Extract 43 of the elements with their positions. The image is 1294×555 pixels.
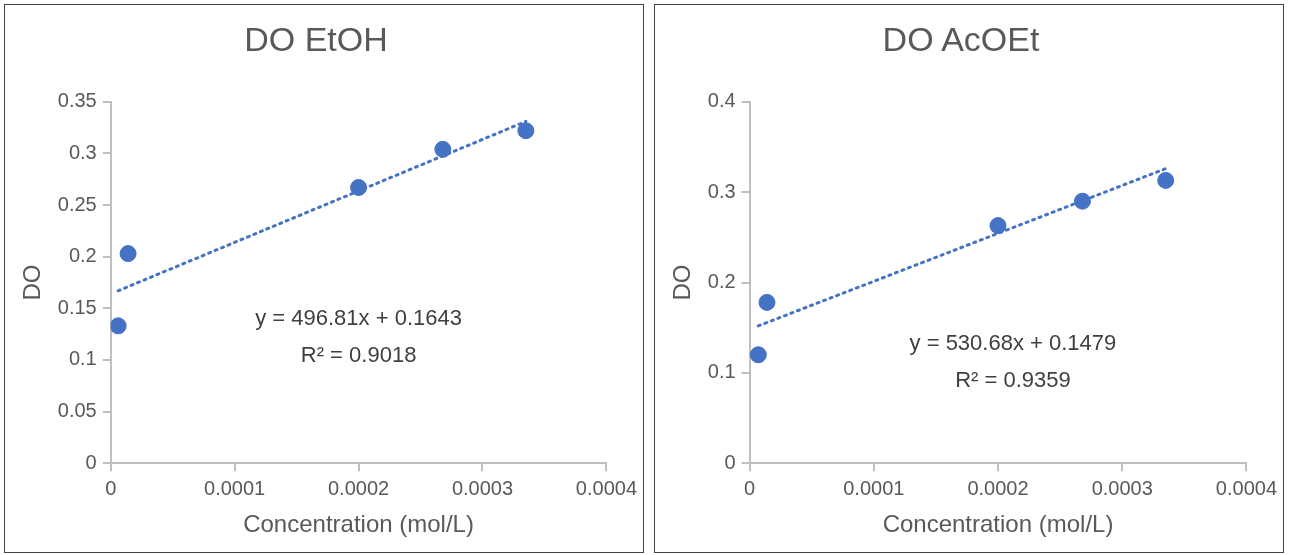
x-tick-label: 0.0001 xyxy=(204,476,266,499)
x-tick-label: 0.0002 xyxy=(967,476,1029,499)
y-tick-label: 0.1 xyxy=(68,347,97,370)
annotation: R² = 0.9018 xyxy=(300,341,417,367)
y-tick-label: 0.2 xyxy=(707,270,736,293)
x-tick-label: 0.0003 xyxy=(1091,476,1153,499)
y-tick-label: 0.05 xyxy=(57,399,97,422)
annotation: R² = 0.9359 xyxy=(955,367,1071,392)
y-tick-label: 0.25 xyxy=(57,192,97,215)
x-tick-label: 0.0002 xyxy=(327,476,390,499)
point xyxy=(350,179,368,196)
annotation: y = 530.68x + 0.1479 xyxy=(909,330,1117,355)
point xyxy=(758,293,776,311)
x-tick-label: 0.0004 xyxy=(1215,476,1277,499)
point xyxy=(1157,171,1175,189)
y-tick-label: 0.3 xyxy=(707,179,736,202)
y-tick-label: 0.4 xyxy=(707,89,736,112)
y-tick-label: 0 xyxy=(85,450,97,473)
x-tick-label: 0 xyxy=(744,476,756,499)
annotation: y = 496.81x + 0.1643 xyxy=(255,304,462,330)
point xyxy=(110,317,127,335)
point xyxy=(1073,192,1091,210)
x-tick-label: 0.0001 xyxy=(843,476,905,499)
point xyxy=(517,122,535,140)
y-axis-title: DO xyxy=(18,264,46,301)
y-tick-label: 0.15 xyxy=(57,295,97,318)
x-axis-title: Concentration (mol/L) xyxy=(882,510,1114,538)
point xyxy=(434,140,452,158)
x-tick-label: 0 xyxy=(105,476,117,499)
point xyxy=(989,217,1007,235)
y-tick-label: 0.1 xyxy=(707,360,736,383)
x-axis-title: Concentration (mol/L) xyxy=(243,510,474,538)
y-tick-label: 0.2 xyxy=(68,244,97,267)
x-tick-label: 0.0004 xyxy=(575,476,637,499)
point xyxy=(119,245,137,263)
y-tick-label: 0.35 xyxy=(57,89,97,112)
y-axis-title: DO xyxy=(668,264,696,301)
x-tick-label: 0.0003 xyxy=(451,476,514,499)
y-tick-label: 0.3 xyxy=(68,140,97,163)
y-tick-label: 0 xyxy=(724,450,736,473)
chart-title: DO AcOEt xyxy=(882,19,1040,58)
point xyxy=(749,346,767,364)
chart-title: DO EtOH xyxy=(244,19,388,58)
